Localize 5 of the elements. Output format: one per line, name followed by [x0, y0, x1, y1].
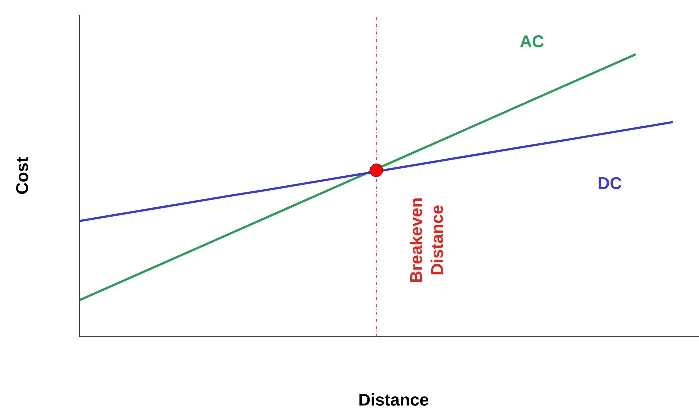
- text: AC: [520, 36, 544, 48]
- text: DC: [598, 177, 622, 190]
- x-axis-title: Distance: [360, 394, 429, 406]
- y-axis-title: Cost: [16, 157, 28, 194]
- annotation: Breakeven Distance: [410, 198, 444, 282]
